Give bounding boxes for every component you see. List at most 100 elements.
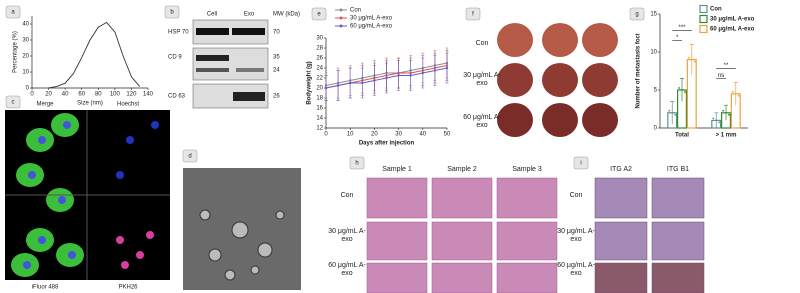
y-tick-label: 5: [654, 88, 658, 94]
column-label: Sample 2: [447, 166, 477, 173]
point: [361, 81, 364, 85]
significance-label: ns: [718, 73, 724, 79]
x-tick-label: 40: [419, 132, 426, 138]
x-tick-label: 50: [444, 132, 451, 138]
dot: [718, 121, 721, 124]
histology-tile: [366, 262, 428, 293]
y-tick-label: 20: [316, 86, 323, 92]
column-label: Sample 3: [512, 166, 542, 173]
vesicle: [250, 265, 260, 275]
panel-label-box: [164, 5, 180, 19]
legend-label: Con: [710, 7, 722, 13]
histology-tile: [431, 262, 493, 293]
dot: [687, 56, 690, 59]
x-tick-label: 100: [110, 92, 121, 98]
nucleus: [23, 261, 31, 269]
panel-label-box: [573, 156, 589, 170]
significance-label: **: [724, 63, 729, 69]
panel-label-box: [311, 7, 327, 21]
band: [232, 28, 265, 35]
y-tick-label: 0: [26, 86, 30, 92]
histology-tile: [366, 177, 428, 219]
row-label: 30 μg/mL A-exo: [463, 72, 501, 87]
blot-row: CD 63: [168, 94, 186, 100]
legend-label: 30 μg/mL A-exo: [710, 17, 755, 23]
dot: [684, 91, 686, 93]
dot: [731, 90, 734, 93]
y-tick-label: 20: [22, 54, 29, 60]
x-axis-label: Days after injection: [359, 141, 415, 147]
blot-strip: [192, 47, 269, 81]
lung: [497, 103, 533, 137]
lung: [582, 63, 618, 97]
x-tick-label: 20: [371, 132, 378, 138]
histology-tile: [496, 221, 558, 261]
panel-label-box: [349, 156, 365, 170]
legend-label: 60 μg/mL A-exo: [350, 24, 393, 30]
lung: [497, 23, 533, 57]
y-axis-label: Bodyweight (g): [307, 61, 313, 104]
blot-marker: 35: [273, 55, 280, 61]
y-tick-label: 30: [316, 36, 323, 42]
point: [421, 71, 424, 75]
channel-label: Merge: [36, 102, 54, 108]
histology-tile: [496, 262, 558, 293]
panel-label-box: [465, 7, 481, 21]
row-label: 60 μg/mL A-exo: [557, 262, 595, 277]
blot-marker: 24: [273, 68, 280, 74]
column-label: ITG A2: [610, 166, 632, 173]
significance-label: *: [676, 35, 679, 41]
row-label: 60 μg/mL A-exo: [328, 262, 366, 277]
ihc-tile: [594, 262, 648, 293]
dot: [715, 119, 718, 122]
vesicle: [275, 210, 285, 220]
legend-marker: [339, 8, 343, 12]
panel-label: a: [11, 10, 15, 16]
y-tick-label: 24: [316, 66, 323, 72]
row-label: Con: [340, 192, 354, 199]
dot: [693, 60, 696, 63]
row-label: 30 μg/mL A-exo: [557, 228, 595, 243]
column-label: ITG B1: [666, 166, 690, 173]
point: [445, 66, 449, 70]
legend-marker: [339, 24, 343, 28]
series-line: [48, 21, 141, 89]
x-tick-label: 0: [324, 132, 328, 138]
ihc-tile: [651, 221, 705, 261]
pkh-dot: [116, 236, 124, 244]
dot: [722, 109, 724, 112]
dot: [734, 92, 737, 95]
band: [233, 92, 265, 101]
ihc-tile: [594, 221, 648, 261]
panel-label-box: [5, 5, 21, 19]
dot: [712, 117, 715, 120]
x-tick-label: 20: [45, 92, 52, 98]
significance-label: ***: [678, 25, 686, 31]
nucleus: [126, 136, 134, 144]
x-tick-label: 140: [143, 92, 154, 98]
panel-label-box: [629, 7, 645, 21]
channel-label: PKH26: [118, 285, 138, 291]
histology-tile: [496, 177, 558, 219]
column-label: Sample 1: [382, 166, 412, 173]
pkh-dot: [121, 261, 129, 269]
panel-label: d: [188, 154, 191, 160]
y-tick-label: 40: [22, 22, 29, 28]
point: [385, 76, 388, 80]
row-label: Con: [475, 40, 489, 47]
band: [236, 68, 264, 72]
x-tick-label: Total: [675, 133, 689, 139]
lung: [582, 103, 618, 137]
y-tick-label: 16: [316, 106, 323, 112]
histology-tile: [431, 177, 493, 219]
y-tick-label: 28: [316, 46, 323, 52]
y-tick-label: 12: [316, 126, 323, 132]
legend-swatch: [699, 14, 708, 24]
panel-label: i: [580, 161, 581, 167]
y-tick-label: 26: [316, 56, 323, 62]
dot: [737, 94, 740, 97]
x-tick-label: 0: [30, 92, 34, 98]
y-tick-label: 0: [654, 126, 658, 132]
y-tick-label: 22: [316, 76, 323, 82]
